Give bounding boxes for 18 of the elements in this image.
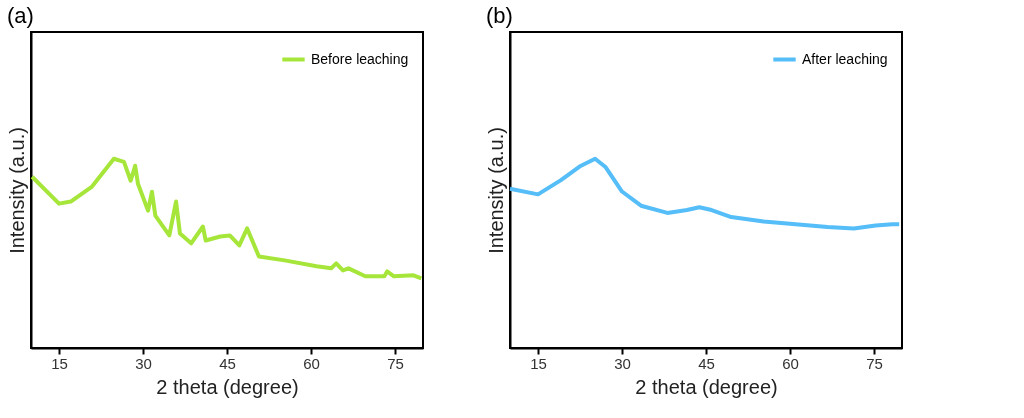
chart-title: (b) — [486, 3, 513, 28]
x-tick-label: 45 — [219, 354, 236, 372]
x-tick-label: 75 — [387, 354, 404, 372]
x-axis-title: 2 theta (degree) — [156, 375, 299, 398]
x-tick-label: 60 — [782, 354, 799, 372]
legend-label: Before leaching — [311, 50, 409, 67]
y-axis-title: Intensity (a.u.) — [484, 127, 507, 254]
legend-label: After leaching — [802, 50, 888, 67]
chart-title: (a) — [7, 3, 34, 28]
x-tick-label: 75 — [866, 354, 883, 372]
x-tick-label: 60 — [303, 354, 320, 372]
x-tick-label: 45 — [698, 354, 715, 372]
x-tick-label: 30 — [135, 354, 152, 372]
x-tick-label: 30 — [614, 354, 631, 372]
x-tick-label: 15 — [51, 354, 68, 372]
y-axis-title: Intensity (a.u.) — [5, 127, 28, 254]
x-tick-label: 15 — [530, 354, 547, 372]
x-axis-title: 2 theta (degree) — [635, 375, 778, 398]
